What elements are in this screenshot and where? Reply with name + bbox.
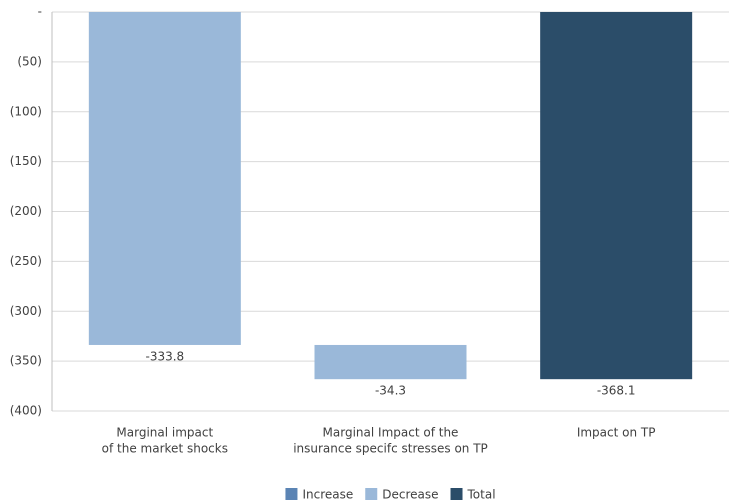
- y-tick-label: (100): [10, 104, 42, 118]
- data-label: -333.8: [145, 349, 184, 363]
- y-tick-label: (200): [10, 204, 42, 218]
- x-tick-label: of the market shocks: [102, 442, 228, 456]
- legend-swatch: [285, 488, 298, 500]
- bar: [88, 12, 241, 345]
- bar: [314, 344, 467, 380]
- x-tick-label: insurance specifc stresses on TP: [293, 442, 488, 456]
- legend-label: Total: [467, 488, 496, 500]
- y-tick-label: (400): [10, 404, 42, 418]
- y-tick-label: (150): [10, 154, 42, 168]
- legend-label: Decrease: [382, 488, 438, 500]
- y-tick-label: (50): [17, 54, 42, 68]
- bar: [540, 12, 693, 380]
- x-tick-label: Impact on TP: [577, 426, 656, 440]
- y-tick-label: (300): [10, 304, 42, 318]
- y-tick-label: (250): [10, 254, 42, 268]
- legend-swatch: [450, 488, 463, 500]
- data-label: -368.1: [597, 384, 636, 398]
- legend-label: Increase: [302, 488, 353, 500]
- y-tick-label: (350): [10, 354, 42, 368]
- x-tick-label: Marginal Impact of the: [323, 426, 459, 440]
- legend: Increase Decrease Total: [285, 488, 496, 500]
- legend-swatch: [365, 488, 378, 500]
- x-tick-label: Marginal impact: [116, 426, 213, 440]
- y-tick-label: -: [38, 5, 42, 19]
- data-label: -34.3: [375, 384, 406, 398]
